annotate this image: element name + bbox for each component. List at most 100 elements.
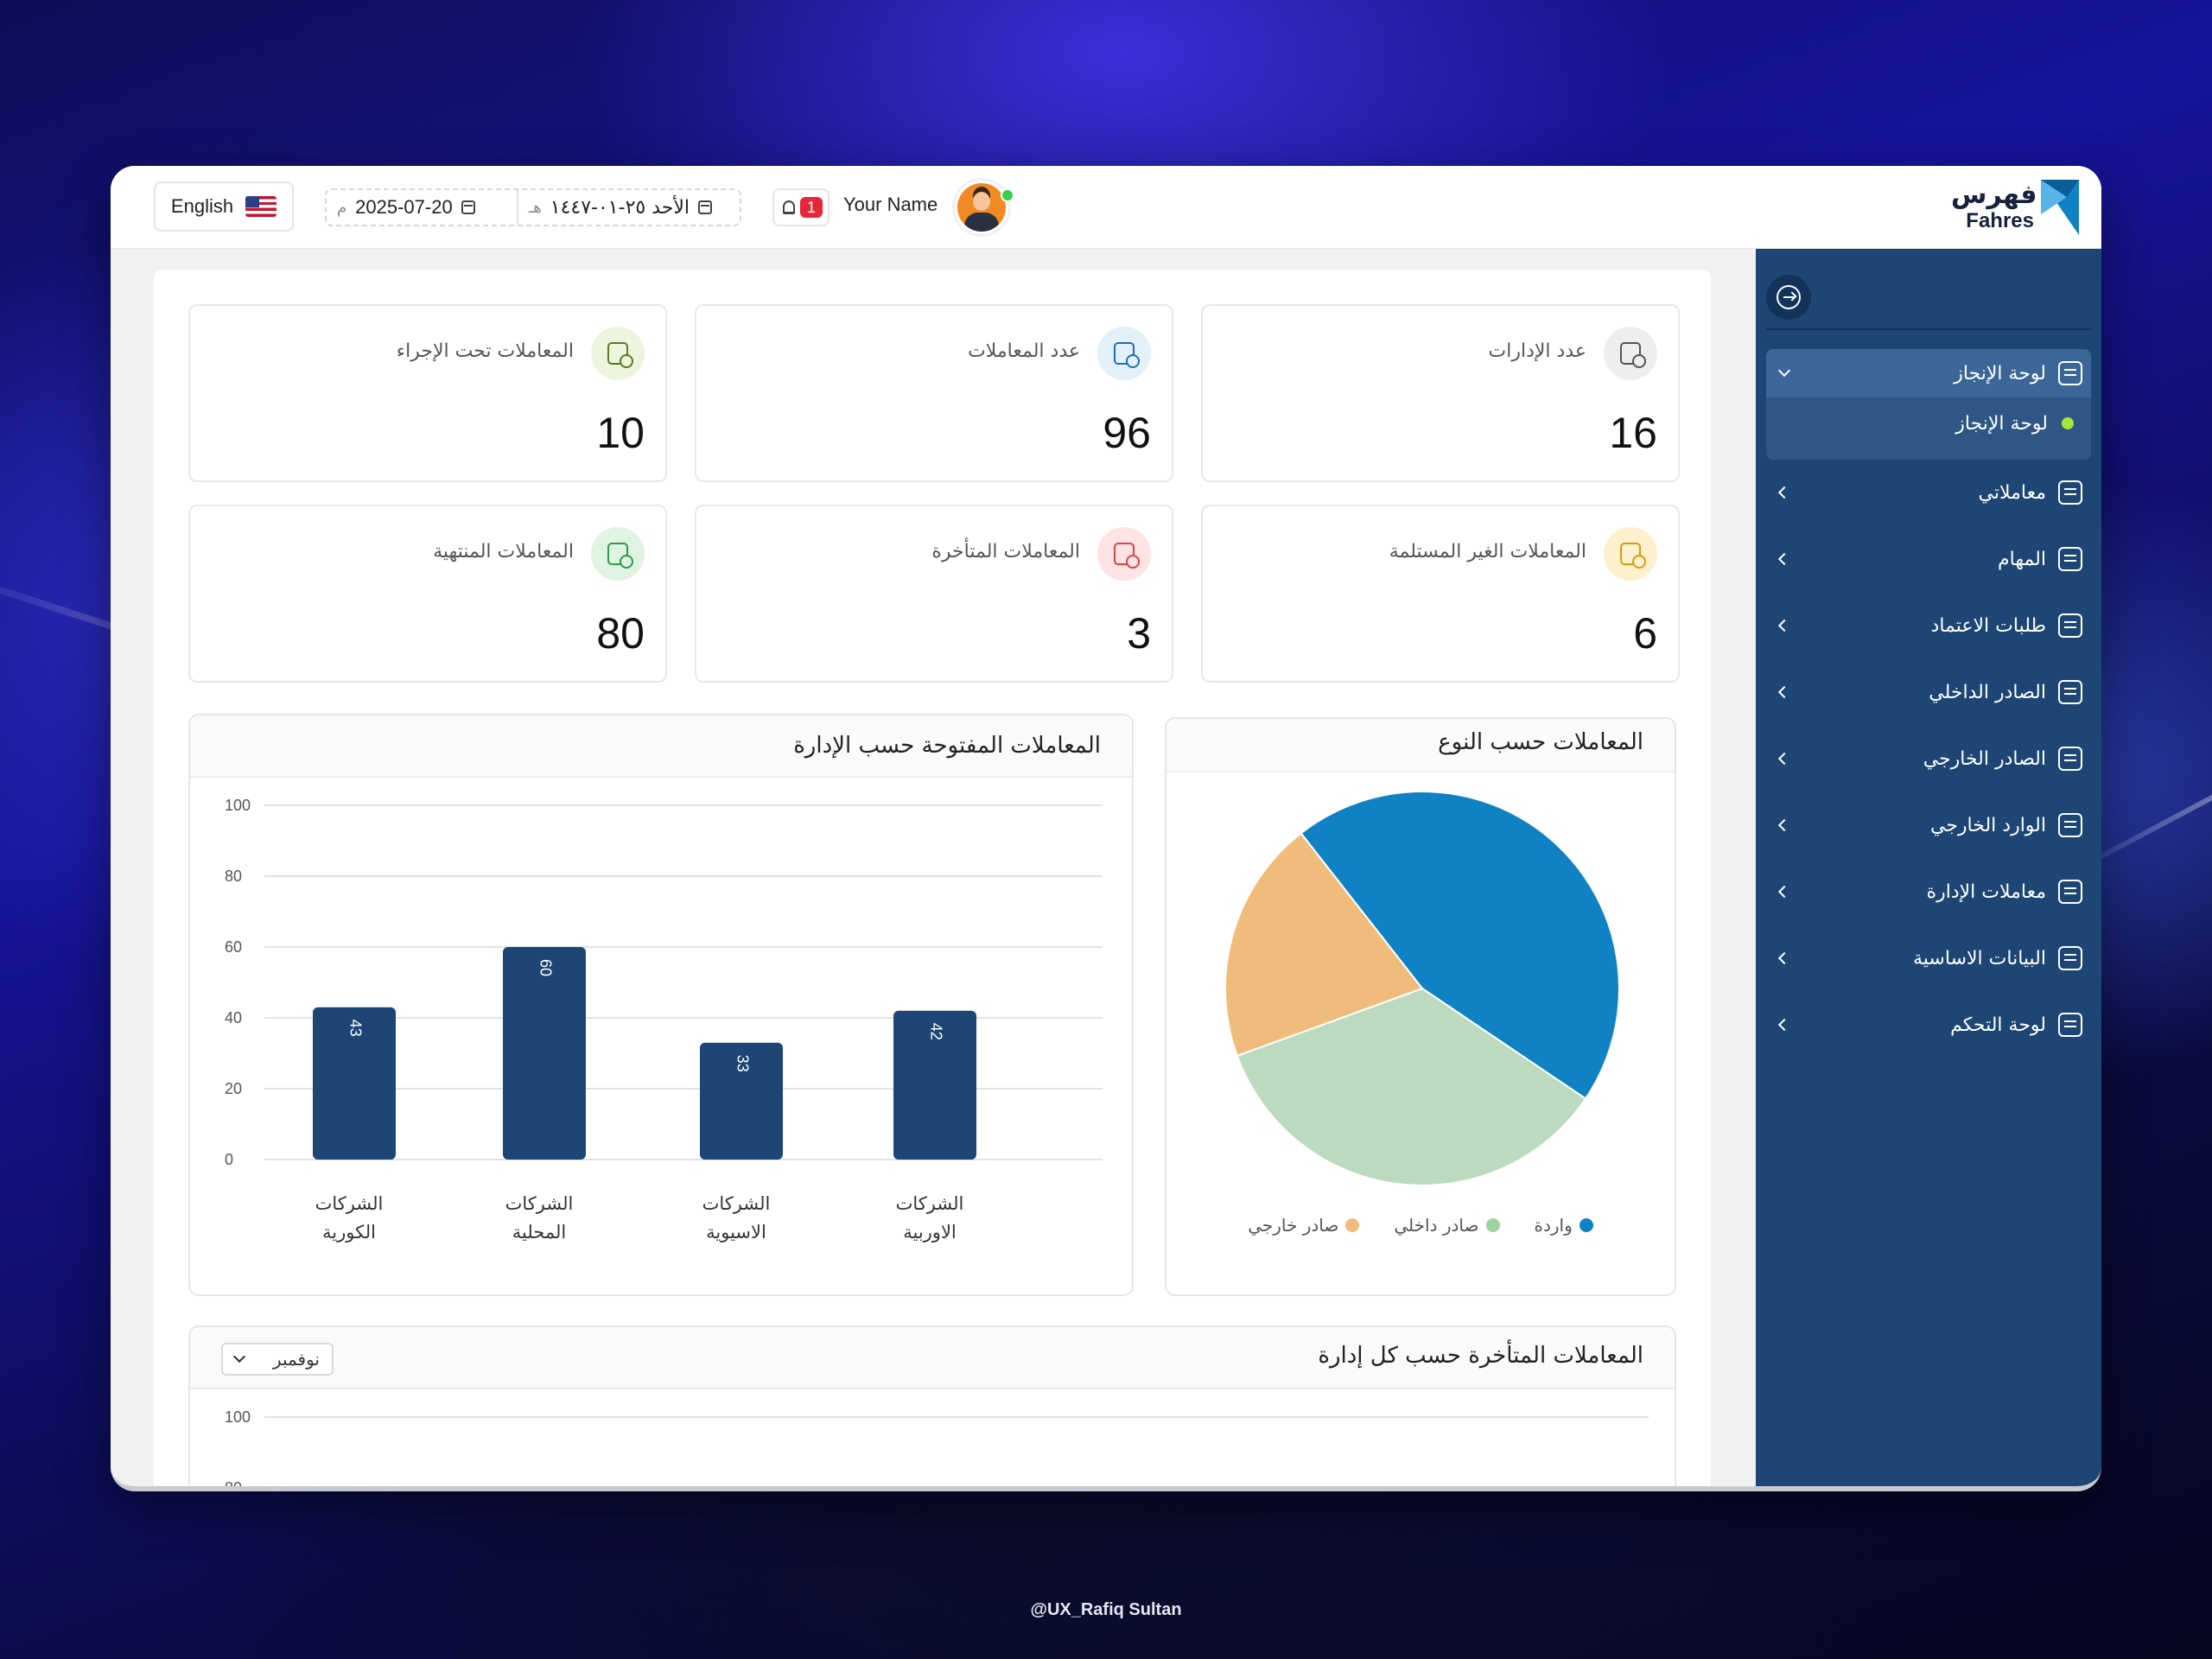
- stat-card-not-received[interactable]: المعاملات الغير المستلمة 6: [1201, 505, 1680, 683]
- chevron-left-icon: [1777, 818, 1791, 832]
- stat-card-late[interactable]: المعاملات المتأخرة 3: [695, 505, 1173, 683]
- late-chart: 100 80: [225, 1408, 1649, 1486]
- sidebar-item-approval-requests[interactable]: طلبات الاعتماد: [1766, 601, 2091, 650]
- sidebar-item-master-data[interactable]: البيانات الاساسية: [1766, 934, 2091, 982]
- y-tick-label: 100: [225, 1408, 251, 1426]
- approval-icon: [2058, 613, 2082, 638]
- calendar-icon: [698, 200, 713, 214]
- x-tick-label: الشركات: [505, 1193, 574, 1214]
- panel-header: المعاملات المفتوحة حسب الإدارة: [190, 715, 1132, 778]
- bar: [503, 947, 586, 1160]
- online-status-dot: [1001, 188, 1014, 202]
- stat-value: 10: [596, 409, 645, 457]
- logo: فهرس Fahres: [1951, 178, 2081, 237]
- us-flag-icon: [245, 196, 277, 217]
- panel-header: المعاملات حسب النوع: [1166, 719, 1675, 772]
- legend-item: صادر خارجي: [1248, 1215, 1360, 1236]
- card-icon-wrap: [1604, 527, 1657, 581]
- panel-header: المعاملات المتأخرة حسب كل إدارة نوفمبر: [190, 1327, 1675, 1389]
- sidebar-item-internal-outgoing[interactable]: الصادر الداخلي: [1766, 668, 2091, 716]
- panel-title: المعاملات حسب النوع: [1438, 729, 1643, 755]
- chevron-left-icon: [1777, 486, 1791, 499]
- arrow-circle-icon: [1777, 285, 1801, 309]
- stat-value: 3: [1127, 609, 1151, 658]
- x-tick-label: الاسيوية: [706, 1222, 766, 1243]
- bar: [700, 1042, 783, 1160]
- language-button[interactable]: English: [154, 181, 294, 232]
- x-tick-label: الكورية: [322, 1222, 376, 1243]
- main-content: عدد الإدارات 16 عدد المعاملات 96 المعامل…: [154, 270, 1711, 1486]
- avatar-image: [957, 183, 1006, 232]
- file-check-icon: [607, 543, 633, 569]
- gregorian-suffix: م: [337, 198, 347, 217]
- bell-icon: [783, 200, 795, 214]
- bar: [893, 1010, 976, 1160]
- stat-card-transactions[interactable]: عدد المعاملات 96: [695, 304, 1173, 482]
- chevron-down-icon: [1777, 364, 1791, 378]
- shield-check-icon: [2058, 880, 2082, 904]
- notifications-button[interactable]: 1: [772, 188, 830, 226]
- date-display[interactable]: م 2025-07-20 هـ الأحد ٢٥-٠١-١٤٤٧: [325, 188, 741, 226]
- building-icon: [1620, 342, 1646, 368]
- y-tick-label: 40: [225, 1009, 242, 1027]
- author-credit: @UX_Rafiq Sultan: [1030, 1600, 1182, 1619]
- sidebar-item-achievement-board[interactable]: لوحة الإنجاز: [1766, 349, 2091, 397]
- sidebar-item-label: طلبات الاعتماد: [1930, 614, 2046, 637]
- card-icon-wrap: [1604, 327, 1657, 380]
- pie-slice: [1300, 791, 1620, 1100]
- bar-chart: 0 20 40 60 80 100 43 الشركات الكورية 60 الشركات الم…: [225, 797, 1103, 1243]
- sidebar-collapse-button[interactable]: [1766, 275, 1811, 320]
- chevron-left-icon: [1777, 685, 1791, 699]
- pie-chart-panel: المعاملات حسب النوع واردة صادر داخلي صاد…: [1165, 717, 1676, 1296]
- chevron-left-icon: [1777, 1018, 1791, 1032]
- card-icon-wrap: [591, 527, 645, 581]
- stat-card-in-progress[interactable]: المعاملات تحت الإجراء 10: [188, 304, 667, 482]
- sidebar-item-label: معاملات الإدارة: [1926, 880, 2046, 903]
- sidebar-item-external-outgoing[interactable]: الصادر الخارجي: [1766, 734, 2091, 783]
- dashboard-icon: [2058, 1013, 2082, 1037]
- active-dot-icon: [2062, 417, 2074, 429]
- stat-card-departments[interactable]: عدد الإدارات 16: [1201, 304, 1680, 482]
- sidebar-item-tasks[interactable]: المهام: [1766, 535, 2091, 583]
- sidebar-item-label: معاملاتي: [1978, 481, 2046, 504]
- sidebar-item-label: الصادر الداخلي: [1929, 681, 2046, 703]
- top-bar: English م 2025-07-20 هـ الأحد ٢٥-٠١-١٤٤٧…: [111, 166, 2101, 249]
- logo-mark-icon: [2041, 180, 2079, 235]
- settings-monitor-icon: [2058, 946, 2082, 970]
- sidebar-subitem-achievement-board[interactable]: لوحة الإنجاز: [1766, 399, 2091, 448]
- file-alert-icon: [1114, 543, 1140, 569]
- y-tick-label: 0: [225, 1151, 233, 1168]
- hijri-date: هـ الأحد ٢٥-٠١-١٤٤٧: [518, 190, 740, 225]
- pie-legend: واردة صادر داخلي صادر خارجي: [1166, 1215, 1675, 1236]
- inbox-icon: [2058, 813, 2082, 837]
- sidebar-item-my-transactions[interactable]: معاملاتي: [1766, 468, 2091, 517]
- sidebar-item-label: المهام: [1998, 548, 2046, 570]
- x-tick-label: الشركات: [896, 1193, 964, 1214]
- legend-label: صادر داخلي: [1394, 1215, 1479, 1236]
- sidebar: لوحة الإنجاز لوحة الإنجاز معاملاتي المها…: [1756, 249, 2101, 1486]
- stat-title: المعاملات المنتهية: [433, 541, 574, 563]
- pie-slice: [1224, 831, 1424, 1058]
- x-tick-label: المحلية: [512, 1222, 566, 1243]
- stat-title: عدد الإدارات: [1488, 340, 1586, 362]
- pie-chart: [1224, 791, 1620, 1186]
- sidebar-item-control-panel[interactable]: لوحة التحكم: [1766, 1001, 2091, 1049]
- bar-chart-icon: [2058, 361, 2082, 385]
- gregorian-date: م 2025-07-20: [327, 190, 518, 225]
- legend-dot: [1579, 1218, 1593, 1232]
- documents-icon: [2058, 480, 2082, 505]
- sidebar-item-external-incoming[interactable]: الوارد الخارجي: [1766, 801, 2091, 849]
- sidebar-item-admin-transactions[interactable]: معاملات الإدارة: [1766, 868, 2091, 916]
- legend-label: واردة: [1534, 1215, 1573, 1236]
- x-tick-label: الشركات: [702, 1193, 771, 1214]
- stat-value: 6: [1633, 609, 1657, 658]
- hijri-date-value: الأحد ٢٥-٠١-١٤٤٧: [550, 196, 690, 219]
- stat-card-completed[interactable]: المعاملات المنتهية 80: [188, 505, 667, 683]
- chevron-left-icon: [1777, 619, 1791, 632]
- stat-title: المعاملات الغير المستلمة: [1389, 541, 1586, 563]
- sidebar-item-label: البيانات الاساسية: [1913, 947, 2046, 969]
- month-select[interactable]: نوفمبر: [221, 1343, 334, 1376]
- avatar[interactable]: [952, 178, 1011, 237]
- user-name[interactable]: Your Name: [843, 194, 938, 215]
- chevron-left-icon: [1777, 552, 1791, 566]
